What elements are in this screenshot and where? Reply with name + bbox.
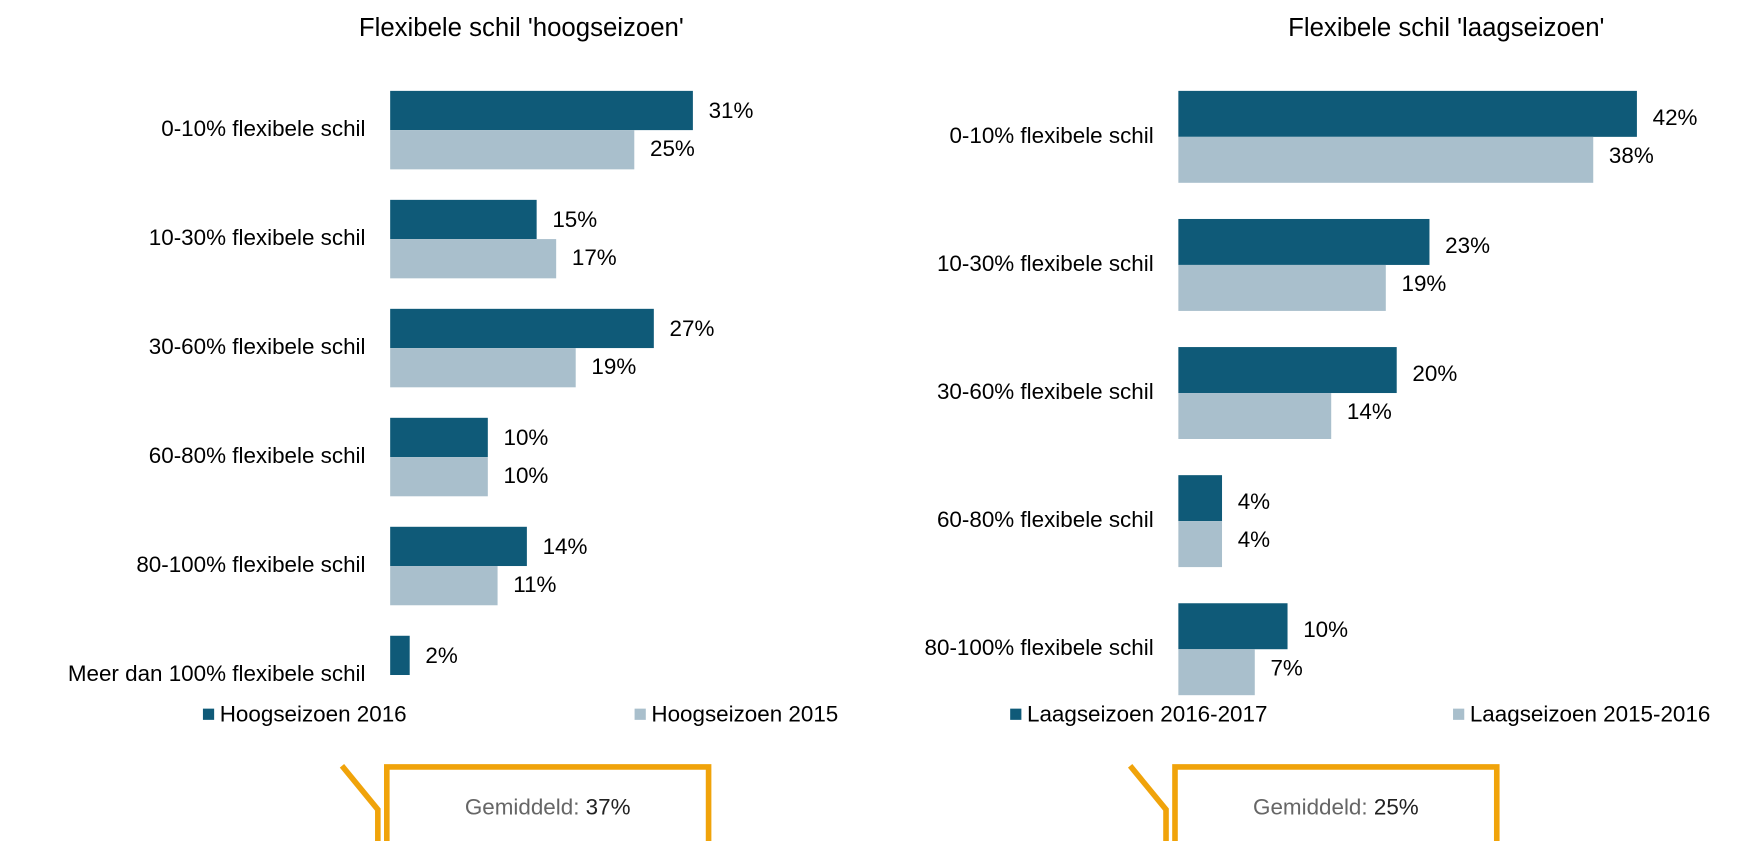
category-label: 10-30% flexibele schil: [149, 225, 366, 250]
callout-pointer: [1127, 764, 1169, 841]
bar: [390, 566, 498, 606]
bar: [390, 348, 576, 388]
category-label: 30-60% flexibele schil: [149, 334, 366, 359]
category-label: 80-100% flexibele schil: [136, 552, 365, 577]
legend-swatch: [1453, 708, 1465, 720]
bar: [390, 130, 635, 170]
category-label: 0-10% flexibele schil: [161, 116, 365, 141]
bar: [1178, 393, 1332, 439]
value-label: 4%: [1238, 489, 1270, 514]
value-label: 4%: [1238, 527, 1270, 552]
legend-swatch: [634, 708, 646, 720]
bar: [1178, 603, 1288, 650]
category-label: 30-60% flexibele schil: [937, 379, 1154, 404]
value-label: 15%: [552, 207, 597, 232]
value-label: 14%: [1347, 399, 1392, 424]
bar: [390, 417, 488, 458]
value-label: 23%: [1445, 233, 1490, 258]
bar: [390, 308, 654, 349]
value-label: 31%: [709, 98, 754, 123]
bar: [1178, 136, 1594, 183]
value-label: 27%: [670, 316, 715, 341]
chart-title: Flexibele schil 'laagseizoen': [1288, 14, 1604, 42]
callout-label: Gemiddeld:: [465, 794, 580, 819]
value-label: 11%: [513, 572, 556, 597]
bar: [1178, 90, 1637, 137]
callout-box: [384, 764, 712, 841]
value-label: 2%: [425, 643, 457, 668]
bar: [390, 457, 488, 497]
category-label: 80-100% flexibele schil: [925, 635, 1154, 660]
category-label: 0-10% flexibele schil: [949, 123, 1153, 148]
value-label: 25%: [650, 136, 695, 161]
callout-text: Gemiddeld: 37%: [465, 794, 631, 819]
callout-text: Gemiddeld: 25%: [1253, 794, 1419, 819]
callout-label: Gemiddeld:: [1253, 794, 1368, 819]
category-label: 60-80% flexibele schil: [149, 443, 366, 468]
bar: [1178, 218, 1430, 265]
legend-label: Laagseizoen 2016-2017: [1027, 701, 1267, 726]
legend-swatch: [202, 708, 215, 720]
bar: [1178, 475, 1223, 522]
value-label: 42%: [1653, 105, 1698, 130]
bar: [1178, 521, 1223, 568]
chart-title: Flexibele schil 'hoogseizoen': [359, 14, 684, 42]
callout-pointer: [339, 764, 381, 841]
bar: [390, 90, 693, 131]
value-label: 20%: [1412, 361, 1457, 386]
value-label: 19%: [1401, 271, 1446, 296]
legend-swatch: [1010, 708, 1022, 720]
value-label: 7%: [1270, 655, 1302, 680]
legend-label: Hoogseizoen 2015: [651, 701, 838, 726]
value-label: 19%: [591, 354, 636, 379]
category-label: 60-80% flexibele schil: [937, 507, 1154, 532]
bar: [390, 526, 527, 567]
callout-value: 37%: [586, 794, 631, 819]
value-label: 38%: [1609, 143, 1654, 168]
category-label: Meer dan 100% flexibele schil: [68, 661, 366, 686]
value-label: 17%: [572, 245, 617, 270]
callout-value: 25%: [1374, 794, 1419, 819]
bar: [1178, 347, 1397, 394]
legend-label: Laagseizoen 2015-2016: [1470, 701, 1710, 726]
bar: [390, 239, 557, 279]
bar: [1178, 264, 1386, 311]
callout-box: [1172, 764, 1500, 841]
value-label: 10%: [504, 463, 549, 488]
bar: [390, 635, 410, 676]
legend-label: Hoogseizoen 2016: [220, 701, 407, 726]
value-label: 10%: [1303, 617, 1348, 642]
category-label: 10-30% flexibele schil: [937, 251, 1154, 276]
bar: [390, 199, 537, 240]
bar: [1178, 649, 1255, 696]
value-label: 10%: [504, 425, 549, 450]
value-label: 14%: [543, 534, 588, 559]
